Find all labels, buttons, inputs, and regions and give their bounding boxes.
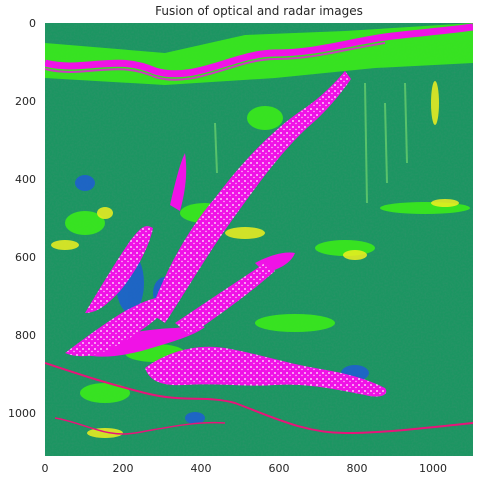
satellite-image — [45, 23, 473, 456]
streaks — [214, 82, 408, 204]
x-tick-label: 200 — [112, 462, 134, 475]
x-tick-label: 0 — [41, 462, 49, 475]
y-tick-label: 600 — [15, 251, 36, 264]
x-tick-label: 1000 — [419, 462, 447, 475]
yellow-patches — [51, 81, 459, 438]
y-tick-label: 400 — [15, 173, 36, 186]
river-top — [45, 23, 473, 78]
plot-title: Fusion of optical and radar images — [155, 4, 363, 18]
x-tick-label: 400 — [190, 462, 212, 475]
y-tick-label: 200 — [15, 95, 36, 108]
y-tick-label: 1000 — [8, 407, 36, 420]
x-tick-label: 600 — [268, 462, 290, 475]
river-bottom — [45, 362, 473, 435]
x-tick-label: 800 — [346, 462, 368, 475]
y-tick-label: 800 — [15, 329, 36, 342]
y-tick-label: 0 — [29, 17, 36, 30]
